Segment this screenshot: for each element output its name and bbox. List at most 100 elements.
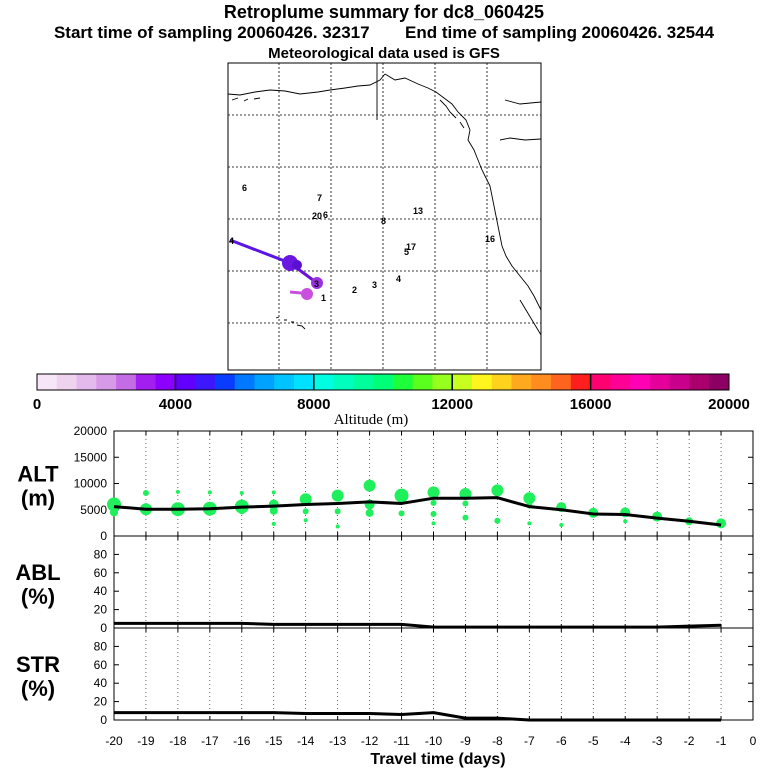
y-tick-label: 0: [100, 713, 107, 727]
colorbar-swatch: [254, 374, 275, 390]
colorbar-tick-label: 8000: [297, 396, 330, 413]
colorbar-label: Altitude (m): [334, 412, 409, 428]
altitude-dot: [430, 510, 437, 517]
x-tick-label: -9: [460, 734, 471, 748]
panel-label-unit: (%): [21, 584, 55, 609]
colorbar-swatch: [333, 374, 354, 390]
colorbar-tick-label: 16000: [570, 396, 612, 413]
panel-label-unit: (%): [21, 676, 55, 701]
y-tick-label: 40: [94, 676, 108, 690]
colorbar-swatch: [432, 374, 453, 390]
altitude-dot: [365, 508, 374, 517]
colorbar-swatch: [56, 374, 78, 390]
sampling-times: Start time of sampling 20060426. 32317 E…: [0, 23, 768, 43]
day-label: 16: [485, 234, 495, 244]
y-tick-label: 20000: [74, 424, 108, 438]
colorbar-swatch: [392, 374, 414, 390]
y-tick-label: 10000: [74, 477, 108, 491]
colorbar-swatch: [570, 374, 592, 390]
altitude-dot: [271, 521, 276, 526]
altitude-dot: [335, 524, 340, 529]
colorbar-swatch: [234, 374, 255, 390]
colorbar-swatch: [37, 374, 58, 390]
y-tick-label: 15000: [74, 450, 108, 464]
panel-abl: 0 20 40 60 80 ABL(%): [15, 535, 754, 635]
x-tick-label: -16: [233, 734, 251, 748]
x-tick-label: -14: [297, 734, 315, 748]
altitude-dot: [431, 521, 436, 526]
colorbar-swatch: [155, 374, 176, 390]
panel-str: 0 20 40 60 80 STR(%): [16, 627, 754, 727]
altitude-dot: [462, 500, 469, 507]
plume-centroid-marker: [292, 260, 302, 270]
colorbar-swatch: [649, 374, 671, 390]
chart-title: Retroplume summary for dc8_060425: [223, 2, 545, 22]
x-tick-label: -6: [556, 734, 567, 748]
timeseries-panels: 05000100001500020000ALT(m)020406080ABL(%…: [15, 424, 756, 768]
day-label: 13: [413, 206, 423, 216]
colorbar-swatch: [551, 374, 572, 390]
x-tick-label: -18: [169, 734, 187, 748]
colorbar-swatch: [214, 374, 236, 390]
altitude-dot: [527, 521, 532, 526]
panel-label: ALT: [17, 462, 59, 487]
altitude-dot: [430, 499, 437, 506]
colorbar-swatch: [511, 374, 532, 390]
map-panel: 1 2 3 4 5 6 7 8 13 16 17 20 6 4 3: [227, 62, 542, 371]
x-tick-label: -12: [361, 734, 379, 748]
colorbar-swatch: [531, 374, 552, 390]
x-tick-label: -10: [425, 734, 443, 748]
map-frame: [227, 62, 542, 371]
y-tick-label: 80: [94, 547, 108, 561]
colorbar-swatch: [135, 374, 157, 390]
altitude-dot: [142, 489, 149, 496]
x-tick-label: -3: [652, 734, 663, 748]
altitude-dot: [299, 493, 312, 506]
panel-frame: [113, 627, 754, 721]
altitude-dot: [175, 489, 180, 494]
x-tick-label: -13: [329, 734, 347, 748]
panel-label-unit: (m): [21, 486, 55, 511]
day-label: 17: [406, 242, 416, 252]
x-tick-label: -20: [105, 734, 123, 748]
coastlines: [227, 63, 542, 336]
met-data-label: Meteorological data used is GFS: [268, 45, 500, 62]
altitude-dot: [334, 508, 341, 515]
altitude-dot: [269, 506, 278, 515]
altitude-dot: [363, 479, 376, 492]
colorbar-swatch: [689, 374, 710, 390]
altitude-dot: [302, 508, 309, 515]
colorbar-swatch: [452, 374, 473, 390]
plume-centroid-marker: [311, 277, 323, 289]
y-tick-label: 5000: [80, 503, 107, 517]
y-tick-label: 60: [94, 566, 108, 580]
altitude-colorbar: 0 4000 8000 12000 16000 20000: [33, 373, 750, 413]
start-time-label: Start time of sampling 20060426. 32317: [53, 23, 370, 42]
colorbar-swatch: [471, 374, 493, 390]
colorbar-tick-label: 12000: [431, 396, 473, 413]
altitude-dot: [623, 519, 628, 524]
y-tick-label: 20: [94, 603, 108, 617]
altitude-dot: [331, 489, 344, 502]
panel-label: STR: [16, 652, 60, 677]
colorbar-swatch: [96, 374, 117, 390]
day-label: 8: [381, 216, 386, 226]
panel-alt: 0 5000 10000 15000 20000 ALT(m): [17, 424, 754, 543]
altitude-dot: [494, 517, 501, 524]
altitude-dot: [427, 486, 440, 499]
y-tick-label: 20: [94, 695, 108, 709]
colorbar-tick-label: 0: [33, 396, 41, 413]
colorbar-swatch: [669, 374, 690, 390]
altitude-dot: [462, 514, 469, 521]
colorbar-swatch: [630, 374, 651, 390]
panel-frame: [113, 535, 754, 629]
altitude-dot: [491, 484, 504, 497]
trajectory-segment: [229, 238, 291, 265]
y-tick-label: 60: [94, 658, 108, 672]
colorbar-swatch: [412, 374, 433, 390]
altitude-dot: [523, 492, 536, 505]
altitude-dot: [303, 518, 308, 523]
day-label: 7: [317, 193, 322, 203]
plume-centroid-marker: [301, 288, 313, 300]
